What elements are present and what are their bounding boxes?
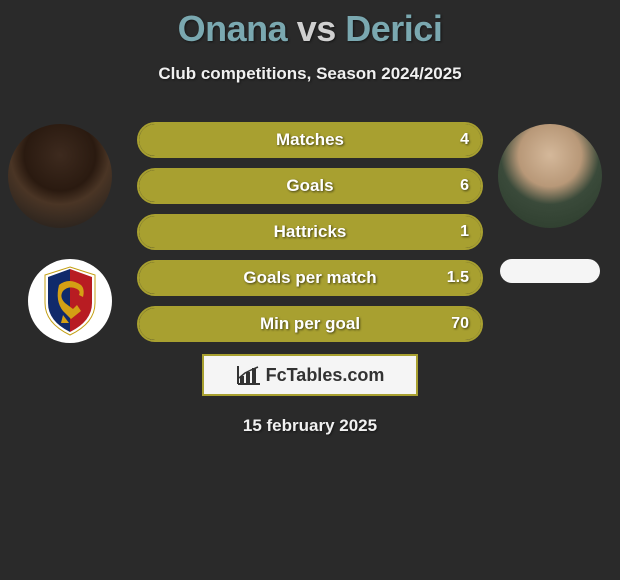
stat-bar: Min per goal 70 [137,306,483,342]
player2-club-badge [500,259,600,283]
brand-box[interactable]: FcTables.com [202,354,418,396]
player2-avatar [498,124,602,228]
stat-label: Goals per match [139,268,481,288]
stat-value: 4 [460,131,469,149]
brand-chart-icon [236,364,262,386]
subtitle: Club competitions, Season 2024/2025 [0,64,620,84]
stat-label: Hattricks [139,222,481,242]
player2-name: Derici [345,8,442,49]
stat-bar: Hattricks 1 [137,214,483,250]
snapshot-date: 15 february 2025 [0,416,620,436]
stat-label: Min per goal [139,314,481,334]
title-vs: vs [297,8,336,49]
stat-value: 70 [451,315,469,333]
stat-bar: Matches 4 [137,122,483,158]
stat-label: Matches [139,130,481,150]
stat-value: 1.5 [447,269,469,287]
stat-value: 6 [460,177,469,195]
club-crest-icon [39,265,101,337]
player1-avatar [8,124,112,228]
stat-bars: Matches 4 Goals 6 Hattricks 1 Goals per … [137,122,483,352]
comparison-title: Onana vs Derici [0,0,620,50]
stat-label: Goals [139,176,481,196]
stat-bar: Goals 6 [137,168,483,204]
stat-bar: Goals per match 1.5 [137,260,483,296]
brand-text: FcTables.com [266,365,385,386]
player1-club-badge [28,259,112,343]
stat-value: 1 [460,223,469,241]
player1-name: Onana [178,8,288,49]
